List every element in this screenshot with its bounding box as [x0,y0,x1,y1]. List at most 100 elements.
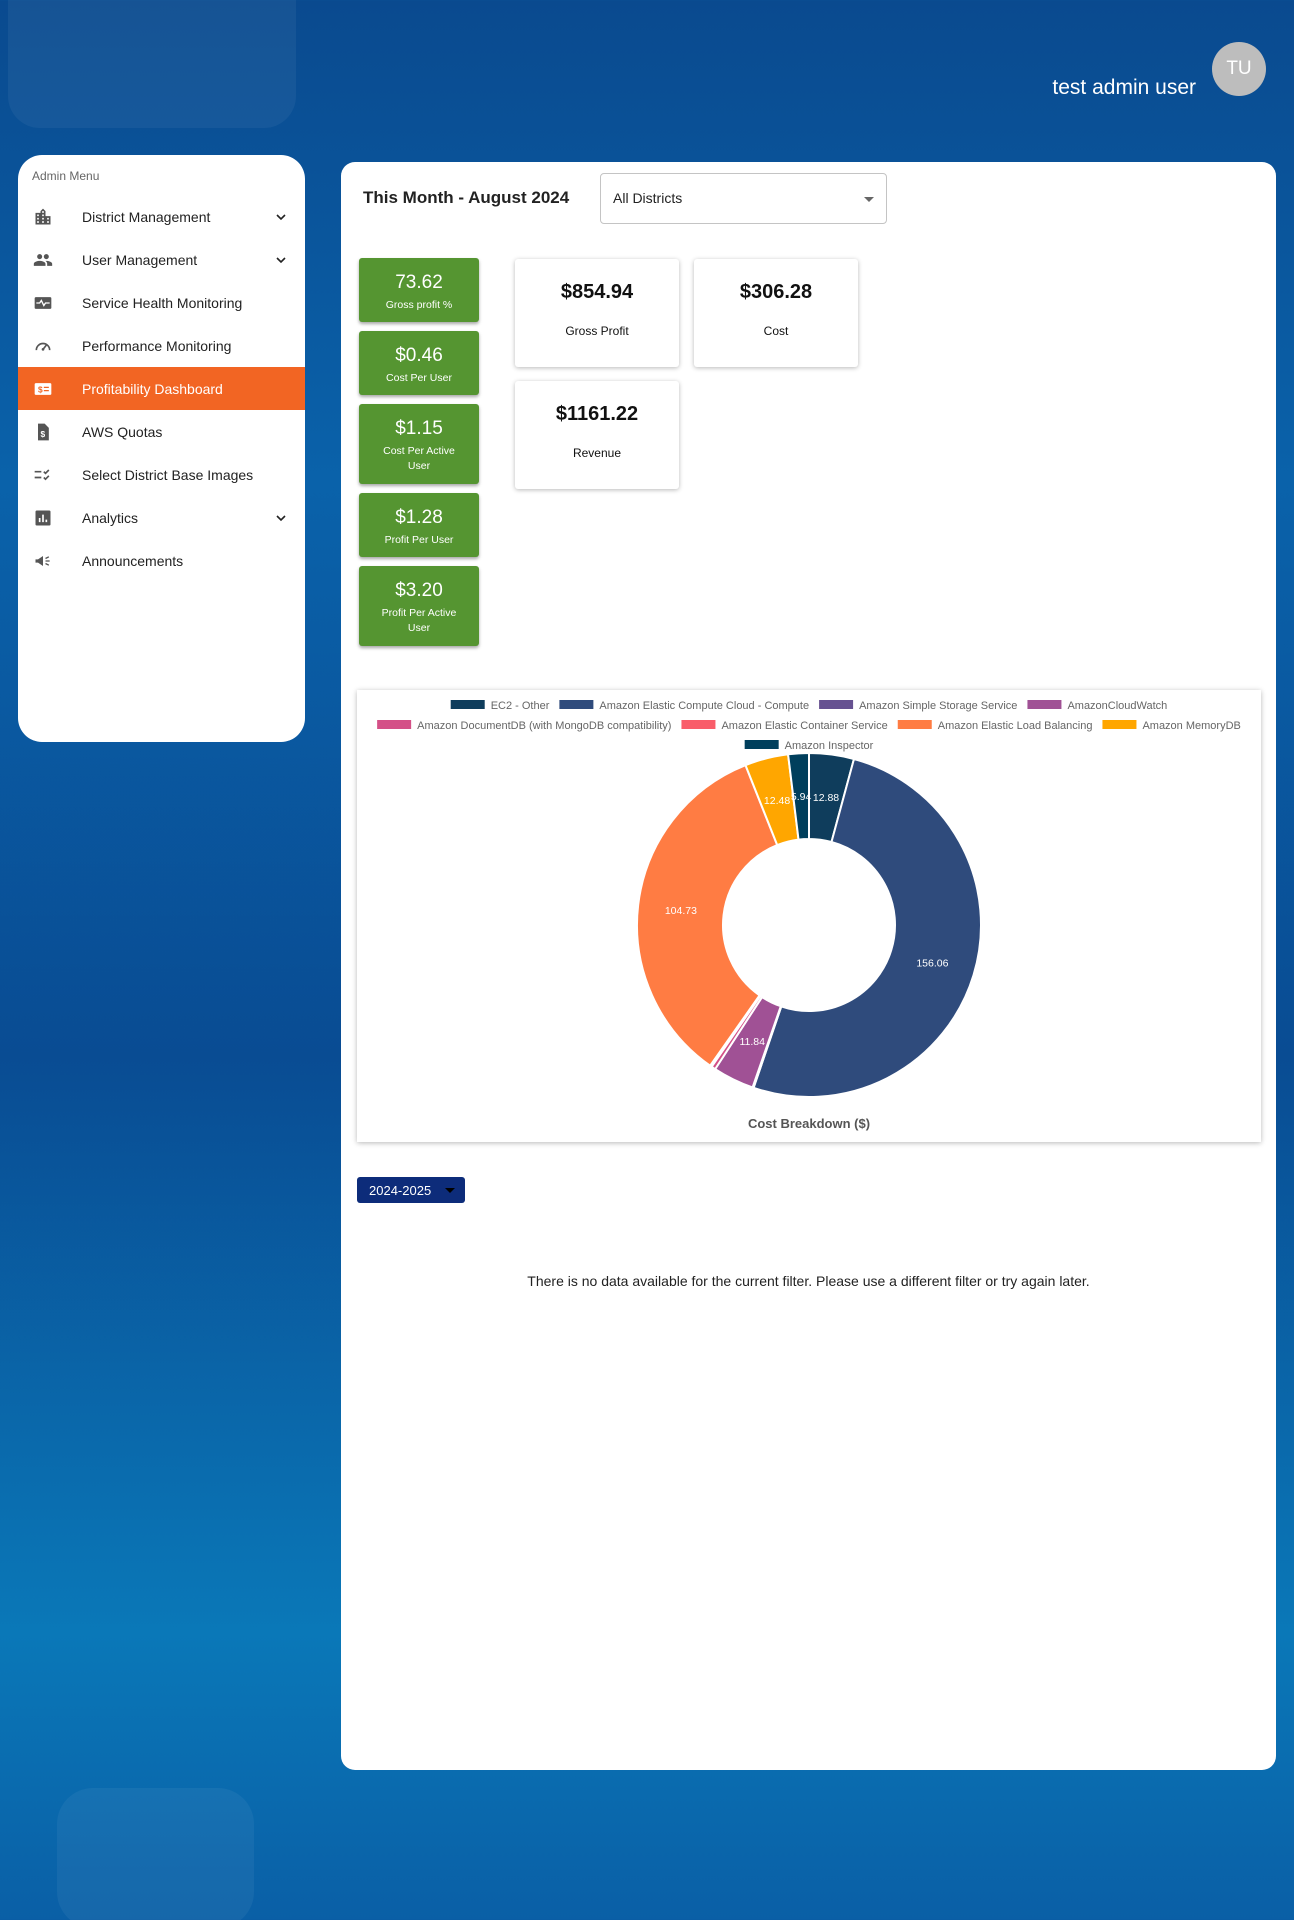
year-select[interactable]: 2024-2025 [357,1177,465,1203]
legend-label: Amazon MemoryDB [1142,720,1240,732]
legend-label: Amazon Inspector [785,740,874,752]
checklist-icon [32,464,54,486]
kpi-label: Profit Per Active User [381,607,457,634]
kpi-label: Cost Per Active User [383,445,455,472]
kpi-label: Gross profit % [385,299,453,311]
kpi-value: $1.15 [395,418,443,439]
sidebar-item-label: Analytics [82,509,139,526]
kpi-profit-per-user: $1.28 Profit Per User [359,493,479,557]
legend-swatch [377,720,412,729]
slice-value-label: 11.84 [739,1036,765,1048]
year-select-value: 2024-2025 [369,1183,432,1198]
card-label: Gross Profit [565,324,629,338]
legend-swatch [1027,700,1062,709]
sidebar-item-user-management[interactable]: User Management [18,238,305,281]
slice-value-label: 12.88 [813,792,839,804]
legend-label: Amazon Elastic Compute Cloud - Compute [599,700,809,712]
people-icon [32,249,54,271]
sidebar-item-announcements[interactable]: Announcements [18,539,305,582]
user-name: test admin user [1052,76,1196,99]
legend-swatch [1102,720,1137,729]
kpi-gross-profit-percent: 73.62 Gross profit % [359,258,479,322]
megaphone-icon [32,550,54,572]
decorative-shape-top [8,0,296,128]
legend-swatch [819,700,854,709]
card-value: $854.94 [560,281,634,303]
dollar-icon: $ [32,378,54,400]
legend-swatch [559,700,594,709]
sidebar-item-label: User Management [82,251,198,268]
speedometer-icon [32,335,54,357]
sidebar-item-select-district-base-images[interactable]: Select District Base Images [18,453,305,496]
dollar-document-icon: $ [32,421,54,443]
sidebar-item-label: Select District Base Images [82,466,254,483]
chevron-down-icon [276,256,286,263]
kpi-value: $1.28 [395,507,443,528]
card-value: $1161.22 [555,403,639,425]
kpi-value: 73.62 [395,272,443,293]
admin-menu: District Management User Management Serv… [18,195,305,582]
legend-label: Amazon Elastic Container Service [721,720,887,732]
legend-label: Amazon Elastic Load Balancing [938,720,1093,732]
legend-swatch [681,720,716,729]
kpi-label: Cost Per User [386,372,452,384]
sidebar-item-label: Announcements [82,552,184,569]
slice-value-label: 12.48 [764,795,790,807]
svg-text:$: $ [41,429,46,439]
slice-value-label: 104.73 [665,905,697,917]
monitor-heart-icon [32,292,54,314]
district-select-value: All Districts [613,190,683,206]
kpi-value: $3.20 [395,580,443,601]
caret-down-icon [445,1188,455,1193]
sidebar-item-district-management[interactable]: District Management [18,195,305,238]
sidebar-item-label: Profitability Dashboard [82,380,223,397]
district-select[interactable]: All Districts [600,173,887,224]
legend-label: AmazonCloudWatch [1067,700,1167,712]
donut-slice [752,757,982,1098]
kpi-cost-per-active-user: $1.15 Cost Per Active User [359,404,479,484]
sidebar-item-label: Service Health Monitoring [82,294,243,311]
sidebar-item-service-health-monitoring[interactable]: Service Health Monitoring [18,281,305,324]
gross-profit-card: $854.94 Gross Profit [515,259,679,367]
cost-card: $306.28 Cost [694,259,858,367]
sidebar-item-label: AWS Quotas [82,423,163,440]
slice-value-label: 5.94 [791,791,812,803]
no-data-message: There is no data available for the curre… [527,1273,1090,1289]
avatar[interactable]: TU [1212,42,1266,96]
cost-breakdown-chart: EC2 - Other Amazon Elastic Compute Cloud … [357,690,1261,1142]
kpi-value: $0.46 [395,345,443,366]
svg-text:$: $ [38,384,43,394]
sidebar-item-label: District Management [82,208,211,225]
donut-slice [786,751,810,841]
cost-breakdown-svg: EC2 - Other Amazon Elastic Compute Cloud … [377,700,1241,1131]
kpi-cost-per-user: $0.46 Cost Per User [359,331,479,395]
legend-swatch [744,740,779,749]
legend-swatch [450,700,485,709]
slice-value-label: 156.06 [916,958,948,970]
admin-sidebar: Admin Menu District Management User Mana… [18,155,305,742]
decorative-shape-bottom [57,1788,254,1920]
sidebar-item-performance-monitoring[interactable]: Performance Monitoring [18,324,305,367]
legend-label: EC2 - Other [491,700,550,712]
kpi-profit-per-active-user: $3.20 Profit Per Active User [359,566,479,646]
card-label: Revenue [572,446,622,460]
chevron-down-icon [276,213,286,220]
chevron-down-icon [276,514,286,521]
caret-down-icon [864,197,874,202]
sidebar-item-analytics[interactable]: Analytics [18,496,305,539]
legend-swatch [897,720,932,729]
sidebar-item-label: Performance Monitoring [82,337,232,354]
donut-slice [636,763,779,1068]
legend-label: Amazon Simple Storage Service [859,700,1017,712]
sidebar-item-profitability-dashboard[interactable]: $ Profitability Dashboard [18,367,305,410]
dashboard-panel: This Month - August 2024 All Districts 7… [341,162,1276,1770]
sidebar-title: Admin Menu [32,169,100,183]
card-label: Cost [763,324,789,338]
kpi-label: Profit Per User [384,534,454,546]
revenue-card: $1161.22 Revenue [515,381,679,489]
legend-label: Amazon DocumentDB (with MongoDB compatib… [417,720,671,732]
bar-chart-icon [32,507,54,529]
card-value: $306.28 [739,281,813,303]
chart-title: Cost Breakdown ($) [748,1116,870,1131]
sidebar-item-aws-quotas[interactable]: $ AWS Quotas [18,410,305,453]
